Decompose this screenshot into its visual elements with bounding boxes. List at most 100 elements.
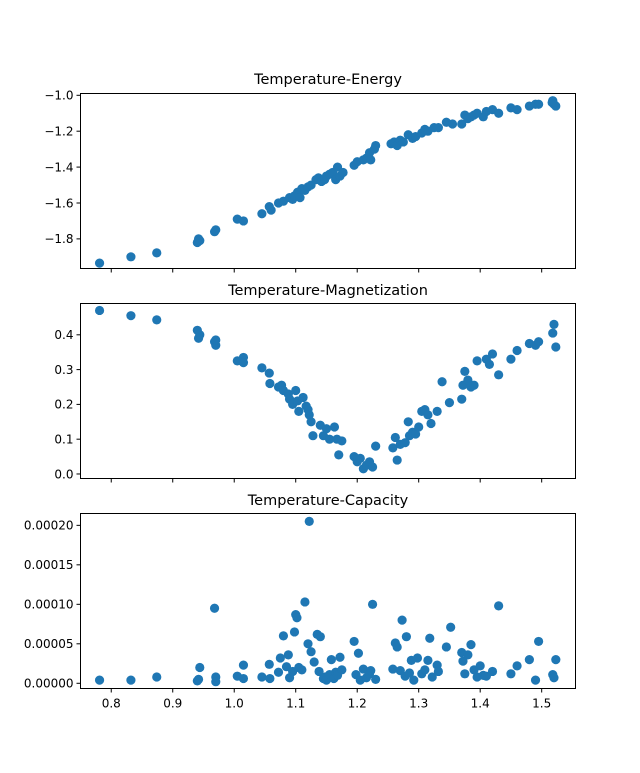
data-point: [549, 673, 559, 683]
data-point: [460, 366, 470, 376]
data-point: [238, 358, 249, 368]
data-point: [303, 639, 313, 649]
data-point: [308, 431, 318, 441]
data-point: [400, 438, 410, 448]
data-point: [512, 661, 522, 671]
data-point: [195, 662, 205, 673]
data-point: [548, 96, 558, 106]
data-point: [469, 380, 479, 390]
data-point: [335, 652, 345, 662]
data-point: [487, 349, 498, 359]
plot-title: Temperature-Energy: [253, 72, 402, 88]
data-point: [426, 418, 436, 429]
data-point: [283, 650, 293, 660]
data-point: [264, 368, 274, 378]
data-point: [275, 653, 285, 663]
temperature-capacity-plot: Temperature-Capacity 0.000000.000050.000…: [24, 493, 576, 711]
y-axis: −1.0 −1.2 −1.4 −1.6 −1.8: [44, 89, 81, 246]
data-point: [295, 193, 305, 203]
y-tick-label: −1.2: [44, 124, 73, 138]
data-point: [420, 665, 430, 675]
plot-frame: [80, 513, 576, 689]
data-point: [409, 675, 419, 685]
data-point: [412, 653, 423, 663]
data-point: [337, 436, 347, 446]
y-tick-label: 0.4: [54, 328, 73, 342]
data-point: [195, 236, 205, 246]
data-point: [475, 661, 485, 671]
data-point: [432, 406, 442, 416]
data-point: [371, 674, 381, 684]
data-point: [266, 205, 276, 215]
data-point: [551, 655, 561, 665]
data-point: [441, 642, 451, 652]
data-point: [425, 633, 435, 643]
data-point: [211, 225, 221, 235]
data-point: [549, 319, 559, 329]
data-point: [294, 406, 304, 416]
x-tick-label: 1.4: [471, 697, 490, 711]
y-tick-label: −1.8: [44, 232, 73, 246]
x-tick-label: 1.5: [532, 697, 551, 711]
data-point: [126, 252, 136, 262]
scatter-points: [94, 305, 561, 474]
data-point: [401, 632, 411, 642]
data-point: [298, 392, 308, 403]
y-tick-label: 0.1: [54, 432, 73, 446]
data-point: [209, 603, 220, 613]
data-point: [414, 422, 424, 432]
data-point: [433, 666, 443, 677]
data-point: [463, 650, 473, 660]
data-point: [457, 394, 467, 404]
data-point: [437, 377, 447, 387]
data-point: [193, 674, 204, 684]
data-point: [444, 398, 455, 408]
plot-title: Temperature-Magnetization: [227, 283, 428, 299]
scatter-points: [94, 96, 561, 268]
data-point: [257, 363, 267, 373]
data-point: [392, 455, 402, 465]
data-point: [238, 660, 249, 670]
plot-frame: [80, 93, 576, 269]
data-point: [324, 434, 335, 444]
data-point: [388, 443, 398, 453]
data-point: [152, 315, 162, 325]
data-point: [534, 337, 544, 347]
data-point: [551, 342, 561, 352]
temperature-magnetization-plot: Temperature-Magnetization 0.00.10.20.30.…: [54, 283, 576, 483]
data-point: [392, 642, 402, 652]
x-tick-label: 0.9: [163, 697, 182, 711]
data-point: [494, 370, 504, 380]
data-point: [94, 258, 105, 268]
data-point: [94, 675, 105, 685]
data-point: [304, 516, 314, 527]
data-point: [367, 599, 378, 609]
data-point: [257, 672, 267, 682]
data-point: [321, 424, 332, 434]
data-point: [371, 140, 381, 151]
y-tick-label: 0.00020: [24, 519, 74, 533]
x-axis: [110, 268, 543, 273]
data-point: [466, 639, 476, 650]
data-point: [390, 432, 400, 443]
x-axis: 0.8 0.9 1.0 1.1 1.2 1.3 1.4 1.5: [102, 688, 551, 711]
data-point: [404, 668, 415, 678]
data-point: [193, 333, 204, 343]
x-tick-label: 1.0: [225, 697, 244, 711]
data-point: [338, 167, 348, 178]
data-point: [494, 601, 504, 611]
data-point: [355, 453, 365, 463]
y-tick-label: 0.2: [54, 398, 73, 412]
data-point: [530, 675, 541, 685]
data-point: [126, 311, 136, 321]
data-point: [94, 305, 105, 316]
y-tick-label: 0.00000: [24, 677, 74, 691]
data-point: [366, 666, 376, 676]
temperature-energy-plot: Temperature-Energy −1.0 −1.2 −1.4 −1.6 −1.8: [44, 72, 576, 273]
data-point: [472, 356, 482, 366]
data-point: [423, 410, 433, 420]
data-point: [388, 664, 398, 674]
data-point: [458, 656, 468, 666]
